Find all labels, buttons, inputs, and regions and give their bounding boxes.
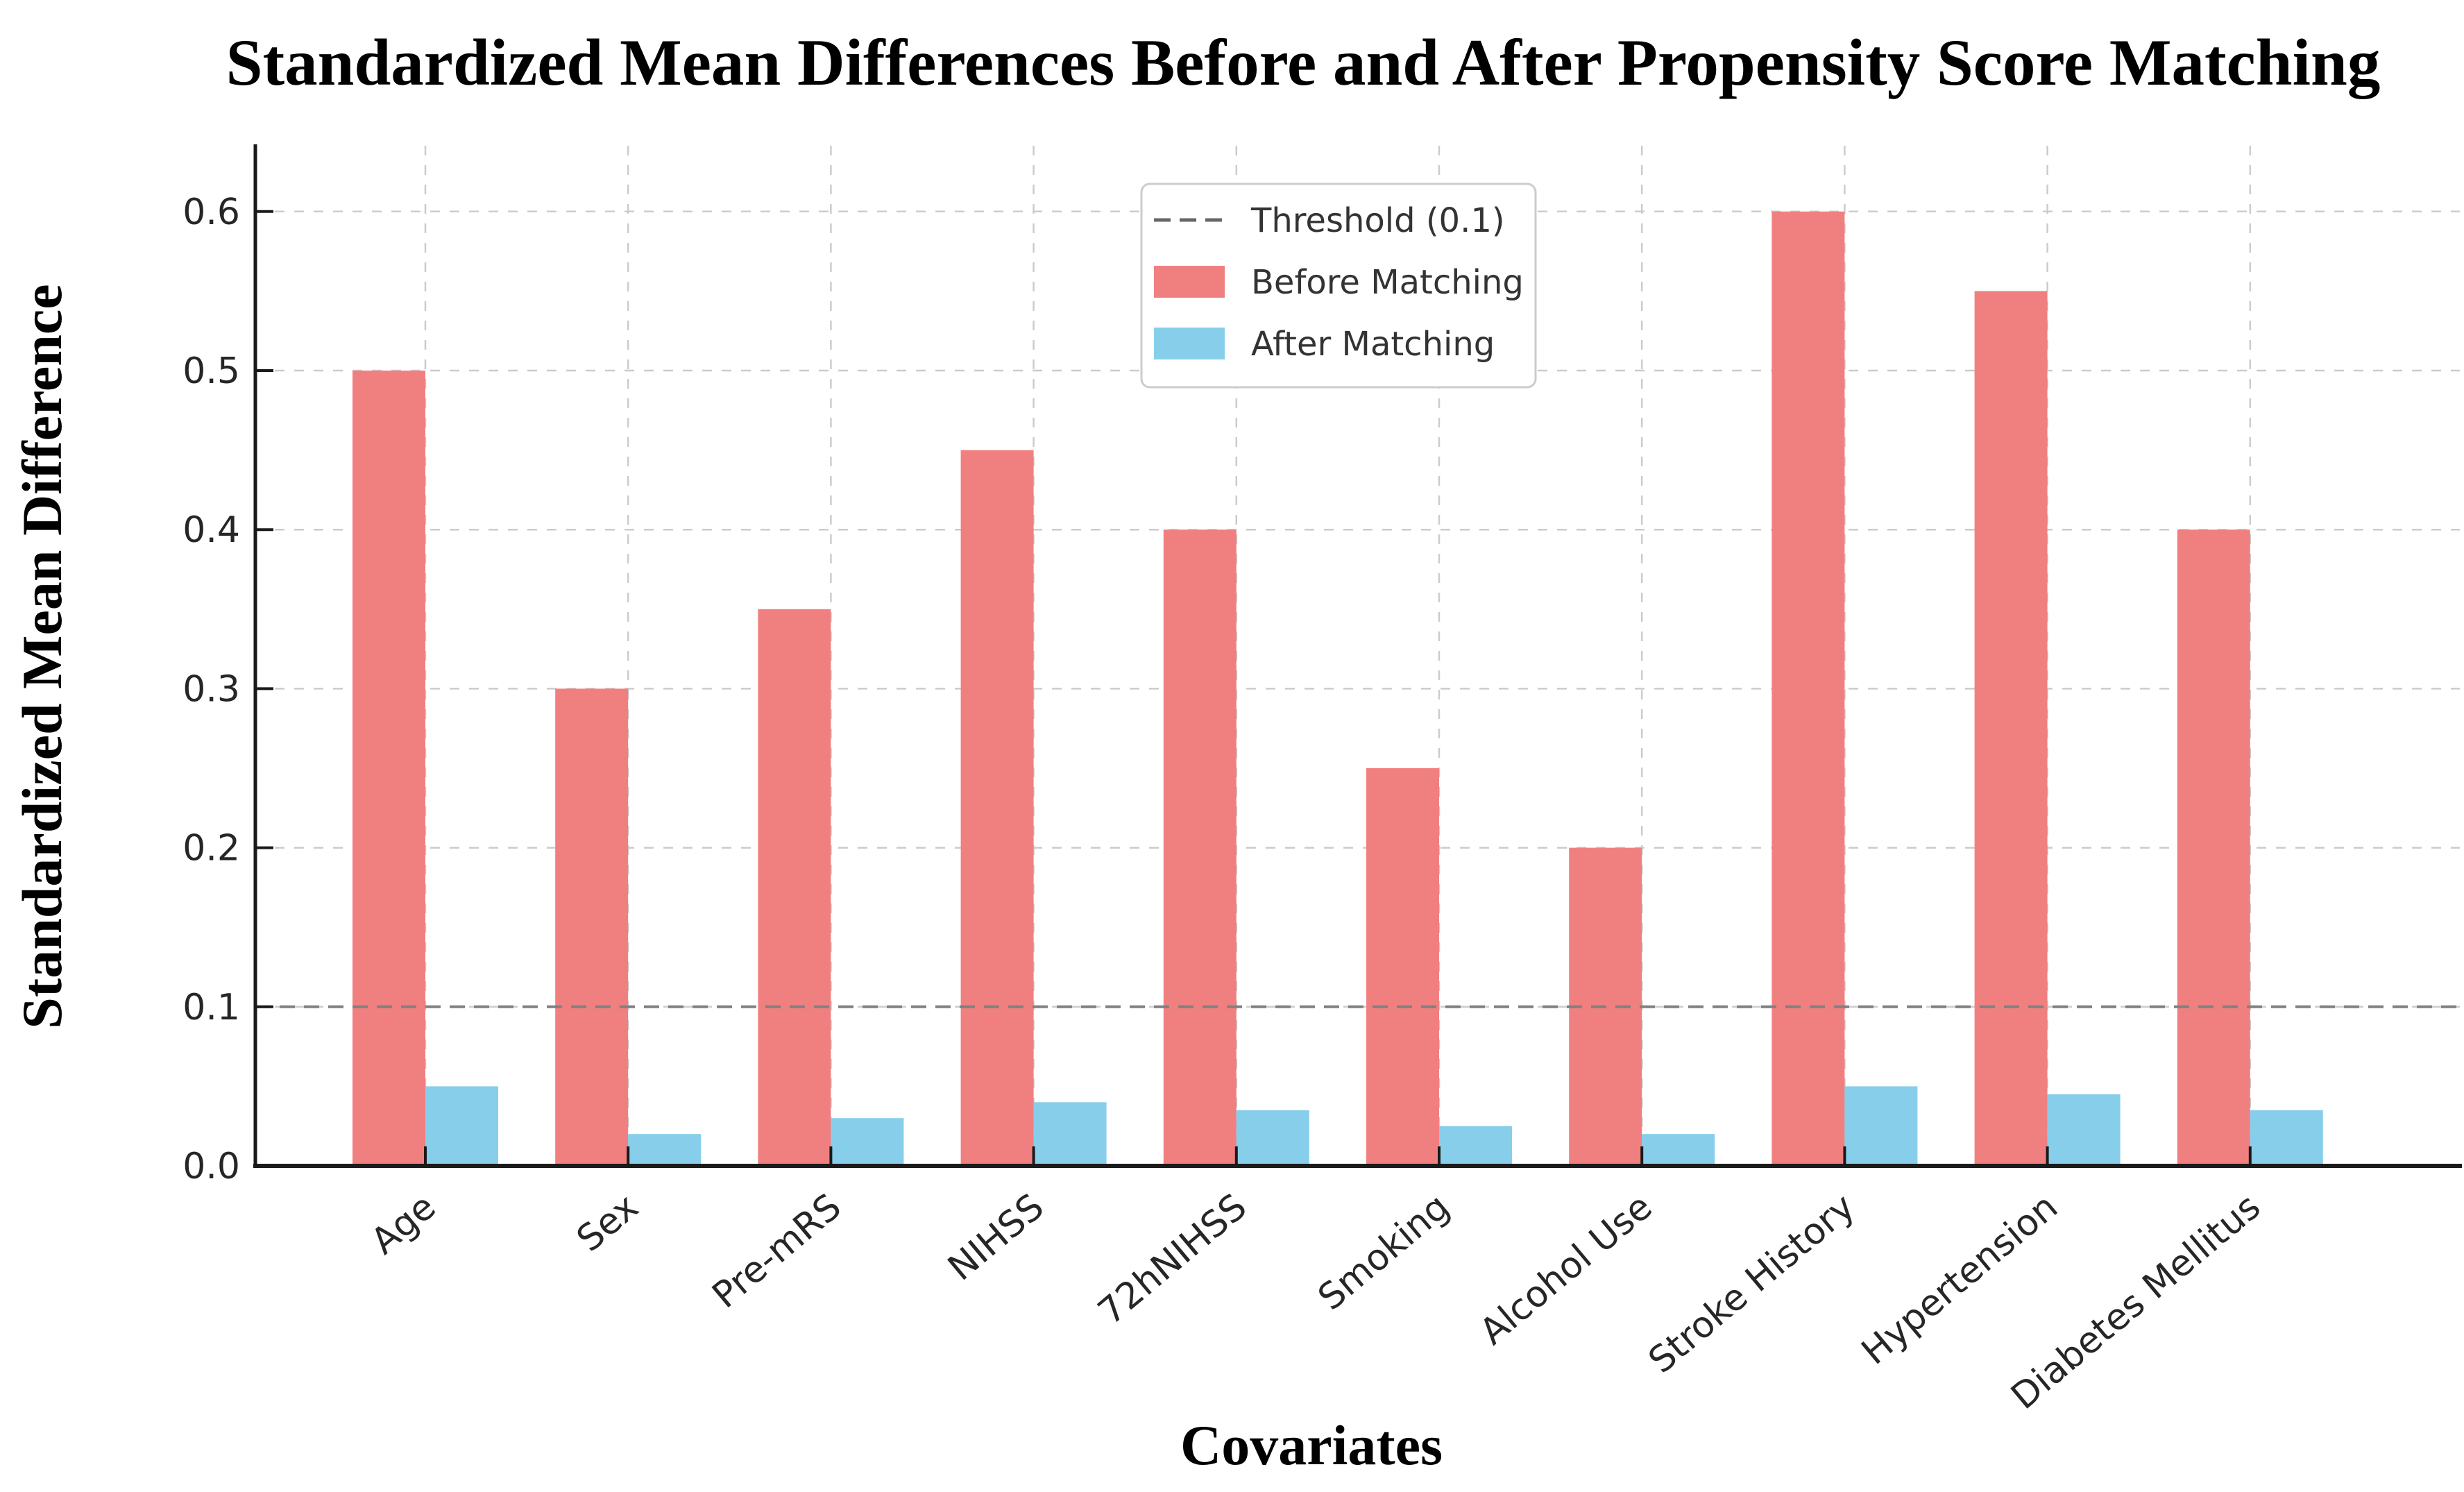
bar-before-stroke-history bbox=[1771, 211, 1845, 1166]
bar-before-nihss bbox=[960, 450, 1034, 1166]
bar-after-smoking bbox=[1439, 1126, 1512, 1166]
x-tick-label: Stroke History bbox=[1641, 1186, 1863, 1382]
chart-title: Standardized Mean Differences Before and… bbox=[226, 26, 2381, 99]
axes-layer bbox=[253, 144, 2462, 1168]
y-tick-label: 0.2 bbox=[182, 828, 240, 870]
legend-swatch-before-matching bbox=[1154, 266, 1225, 298]
x-tick-label: Pre-mRS bbox=[705, 1186, 849, 1316]
x-axis-title: Covariates bbox=[1180, 1414, 1443, 1477]
legend-label: After Matching bbox=[1251, 325, 1495, 364]
legend: Threshold (0.1) Before Matching After Matc… bbox=[1140, 183, 1537, 389]
legend-label: Threshold (0.1) bbox=[1250, 201, 1505, 240]
x-tick-label: 72hNIHSS bbox=[1091, 1186, 1255, 1333]
y-tick-label: 0.5 bbox=[182, 350, 240, 392]
bar-before-hypertension bbox=[1974, 291, 2048, 1166]
x-tick-label: Age bbox=[364, 1186, 444, 1263]
x-tick-label: Alcohol Use bbox=[1472, 1186, 1660, 1353]
y-axis-title: Standardized Mean Difference bbox=[10, 284, 74, 1028]
bar-after-diabetes-mellitus bbox=[2250, 1110, 2323, 1166]
legend-box bbox=[1140, 183, 1537, 389]
y-tick-label: 0.6 bbox=[182, 192, 240, 233]
bar-after-hypertension bbox=[2047, 1094, 2121, 1166]
bar-before-pre-mrs bbox=[758, 609, 831, 1166]
bar-before-age bbox=[352, 371, 425, 1166]
x-tick-label: Hypertension bbox=[1854, 1186, 2066, 1373]
x-tick-label: Sex bbox=[569, 1186, 646, 1260]
bar-after-nihss bbox=[1033, 1102, 1107, 1166]
y-tick-label: 0.4 bbox=[182, 509, 240, 551]
x-tick-label: Smoking bbox=[1311, 1186, 1458, 1319]
legend-label: Before Matching bbox=[1251, 263, 1524, 302]
bars-layer bbox=[352, 211, 2323, 1166]
bar-after-pre-mrs bbox=[831, 1118, 904, 1166]
bar-after-72hnihss bbox=[1236, 1110, 1309, 1166]
x-tick-label: NIHSS bbox=[940, 1186, 1052, 1289]
bar-before-smoking bbox=[1366, 768, 1439, 1166]
legend-swatch-after-matching bbox=[1154, 328, 1225, 359]
y-tick-label: 0.0 bbox=[182, 1146, 240, 1187]
bar-before-diabetes-mellitus bbox=[2177, 529, 2250, 1166]
bar-before-72hnihss bbox=[1163, 529, 1237, 1166]
y-tick-label: 0.3 bbox=[182, 668, 240, 710]
bar-before-sex bbox=[555, 688, 629, 1166]
y-tick-label: 0.1 bbox=[182, 987, 240, 1028]
bar-after-alcohol-use bbox=[1642, 1134, 1715, 1166]
bar-after-age bbox=[425, 1086, 498, 1166]
bar-after-sex bbox=[628, 1134, 702, 1166]
bar-after-stroke-history bbox=[1844, 1086, 1918, 1166]
